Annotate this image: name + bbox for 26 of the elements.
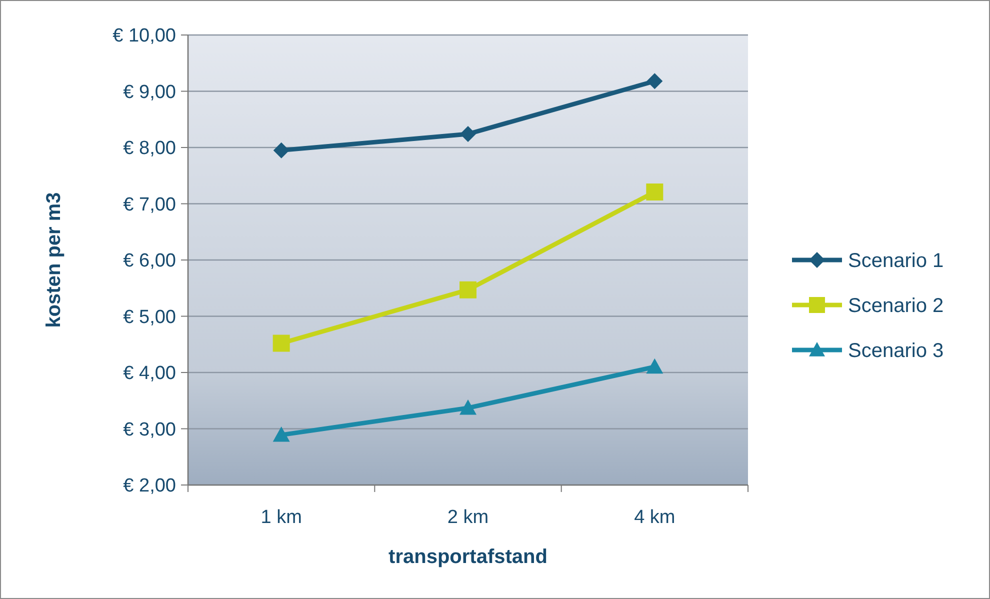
x-tick-label: 1 km: [260, 507, 302, 528]
point: [646, 183, 664, 200]
y-tick-label: € 7,00: [123, 194, 176, 216]
y-tick-label: € 6,00: [123, 250, 176, 272]
x-tick-label: 2 km: [447, 507, 489, 528]
point: [273, 142, 290, 158]
y-tick-label: € 8,00: [123, 138, 176, 160]
point: [272, 426, 290, 442]
point: [646, 73, 663, 90]
y-tick-label: € 4,00: [123, 363, 176, 384]
point: [272, 334, 290, 352]
y-tick-label: € 3,00: [123, 419, 176, 440]
y-tick-label: € 10,00: [112, 26, 176, 47]
legend-label: Scenario 3: [848, 340, 944, 362]
point: [646, 358, 664, 374]
y-axis-title: kosten per m3: [43, 192, 65, 328]
x-tick-label: 4 km: [634, 507, 676, 528]
y-tick-label: € 9,00: [123, 82, 176, 103]
legend-label: Scenario 2: [848, 295, 944, 317]
y-tick-label: € 2,00: [123, 476, 176, 497]
point: [460, 399, 476, 415]
point: [460, 281, 476, 298]
legend-label: Scenario 1: [848, 250, 944, 272]
x-axis-title: transportafstand: [388, 546, 548, 568]
point: [460, 126, 476, 142]
y-tick-label: € 5,00: [123, 306, 176, 328]
